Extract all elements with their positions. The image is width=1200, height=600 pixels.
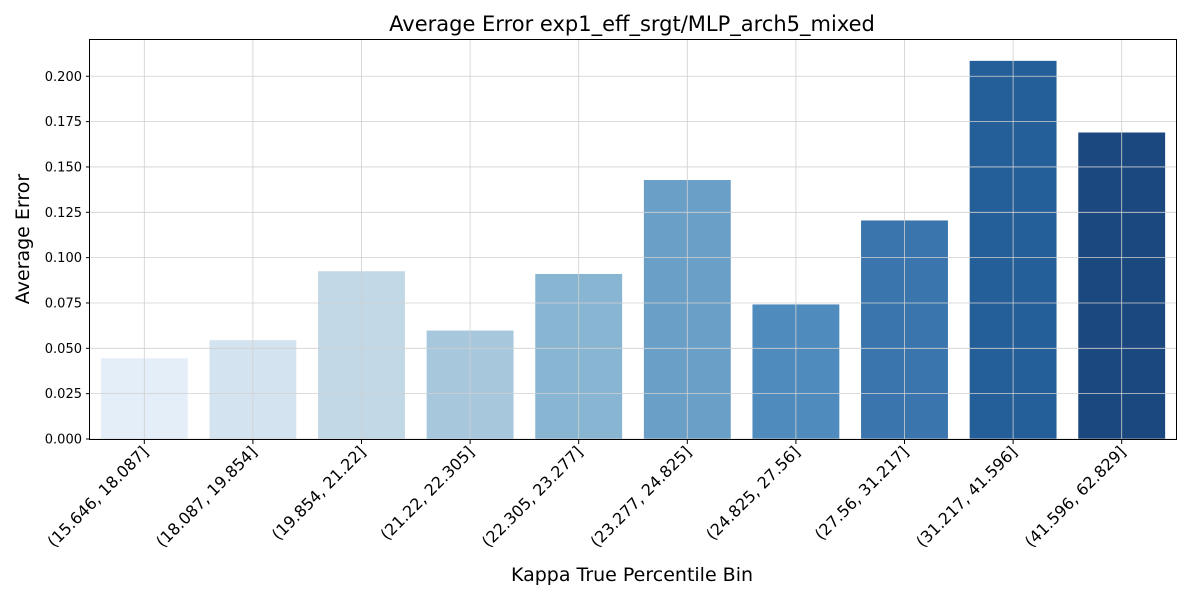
x-axis-label: Kappa True Percentile Bin: [511, 564, 753, 586]
x-tick-label: (21.22, 22.305]: [376, 442, 477, 543]
grid-lines: [90, 40, 1176, 440]
x-tick-label: (15.646, 18.087]: [43, 442, 152, 551]
y-axis-ticks: 0.000 0.025 0.050 0.075 0.100 0.125 0.150 0.175…: [45, 70, 90, 448]
x-tick-label: (19.854, 21.22]: [268, 442, 369, 543]
x-tick-label: (31.217, 41.596]: [912, 442, 1021, 551]
y-tick-label: 0.000: [45, 433, 82, 448]
x-axis-ticks: (15.646, 18.087] (18.087, 19.854] (19.854,…: [43, 439, 1130, 551]
x-tick-label: (41.596, 62.829]: [1021, 442, 1130, 551]
chart-title: Average Error exp1_eff_srgt/MLP_arch5_mi…: [389, 12, 875, 37]
x-tick-label: (24.825, 27.56]: [702, 442, 803, 543]
x-tick-label: (23.277, 24.825]: [586, 442, 695, 551]
y-tick-label: 0.075: [45, 296, 82, 311]
y-tick-label: 0.100: [45, 251, 82, 266]
y-tick-label: 0.150: [45, 160, 82, 175]
y-axis-label: Average Error: [12, 174, 34, 305]
bars: [100, 60, 1166, 440]
y-tick-label: 0.025: [45, 387, 82, 402]
plot-frame: [89, 39, 1177, 440]
x-tick-label: (18.087, 19.854]: [152, 442, 261, 551]
x-tick-label: (22.305, 23.277]: [478, 442, 587, 551]
y-tick-label: 0.175: [45, 115, 82, 130]
y-tick-label: 0.125: [45, 206, 82, 221]
y-tick-label: 0.200: [45, 70, 82, 85]
y-tick-label: 0.050: [45, 342, 82, 357]
x-tick-label: (27.56, 31.217]: [811, 442, 912, 543]
